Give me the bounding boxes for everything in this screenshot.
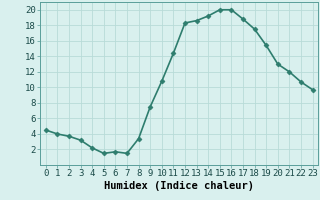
X-axis label: Humidex (Indice chaleur): Humidex (Indice chaleur) xyxy=(104,181,254,191)
